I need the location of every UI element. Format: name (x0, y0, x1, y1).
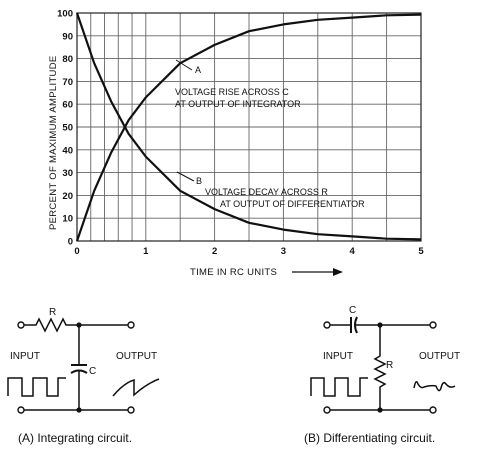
sawtooth-output (112, 378, 160, 397)
input-terminal-bottom (17, 406, 25, 414)
curves (75, 12, 422, 242)
x-tick-label: 5 (418, 246, 424, 257)
input-terminal-bottom (323, 406, 331, 414)
input-label: INPUT (323, 351, 353, 362)
output-terminal-bottom (429, 406, 437, 414)
input-terminal-top (17, 321, 25, 329)
y-tick-label: 100 (57, 9, 73, 20)
square-wave-input (310, 377, 368, 397)
caption-a: (A) Integrating circuit. (18, 431, 132, 445)
output-label: OUTPUT (419, 351, 460, 362)
y-tick-label: 60 (62, 100, 73, 111)
output-terminal-bottom (127, 406, 135, 414)
resistor-symbol (24, 317, 129, 333)
y-tick-label: 40 (62, 145, 73, 156)
input-label: INPUT (10, 351, 40, 362)
output-label: OUTPUT (116, 351, 157, 362)
resistor-label: R (386, 360, 393, 371)
y-tick-label: 30 (62, 168, 73, 179)
curve-a-description-line1: VOLTAGE RISE ACROSS C (175, 87, 289, 97)
differentiating-circuit: C R INPUT OUTPUT (B) Differentiating cir… (304, 305, 460, 445)
input-terminal-top (323, 321, 331, 329)
resistor-symbol (373, 325, 387, 410)
curve-b-label: B (196, 176, 202, 186)
y-tick-label: 20 (62, 191, 73, 202)
y-axis-label: PERCENT OF MAXIMUM AMPLITUDE (48, 56, 59, 231)
output-terminal-top (127, 321, 135, 329)
curve-b-description-line1: VOLTAGE DECAY ACROSS R (205, 187, 328, 197)
caption-b: (B) Differentiating circuit. (304, 431, 435, 445)
capacitor-symbol (70, 364, 88, 374)
integrating-circuit: R C INPUT OUTPUT (A) Integrating circuit… (7, 307, 160, 445)
leader-line-a (175, 59, 193, 71)
plot-frame (76, 12, 422, 242)
x-tick-label: 0 (74, 246, 79, 257)
axis-ticks: 0 10 20 30 40 50 60 70 80 90 100 0 1 2 3 4 5 (57, 9, 424, 258)
y-tick-label: 10 (62, 214, 73, 225)
leader-line-b (176, 171, 195, 182)
y-tick-label: 50 (62, 123, 73, 134)
capacitor-label: C (349, 305, 356, 316)
x-tick-label: 1 (143, 246, 149, 257)
capacitor-label: C (89, 366, 96, 377)
curve-b-description-line2: AT OUTPUT OF DIFFERENTIATOR (220, 199, 365, 209)
resistor-label: R (49, 307, 56, 318)
x-axis-arrow (292, 268, 343, 276)
capacitor-symbol (350, 316, 358, 334)
curve-a-description-line2: AT OUTPUT OF INTEGRATOR (175, 99, 301, 109)
x-tick-label: 4 (350, 246, 356, 257)
x-tick-label: 3 (281, 246, 286, 257)
x-axis-label: TIME IN RC UNITS (190, 267, 277, 278)
x-tick-label: 2 (212, 246, 217, 257)
rc-time-constant-chart: 0 10 20 30 40 50 60 70 80 90 100 0 1 2 3 4 5 A VOLTAGE R… (48, 9, 424, 279)
y-tick-label: 0 (68, 237, 73, 248)
square-wave-input (7, 377, 66, 397)
grid (76, 12, 422, 242)
y-tick-label: 80 (62, 54, 73, 65)
y-tick-label: 70 (62, 77, 73, 88)
spike-output (413, 381, 456, 392)
y-tick-label: 90 (62, 31, 73, 42)
curve-a-label: A (195, 65, 201, 75)
output-terminal-top (429, 321, 437, 329)
